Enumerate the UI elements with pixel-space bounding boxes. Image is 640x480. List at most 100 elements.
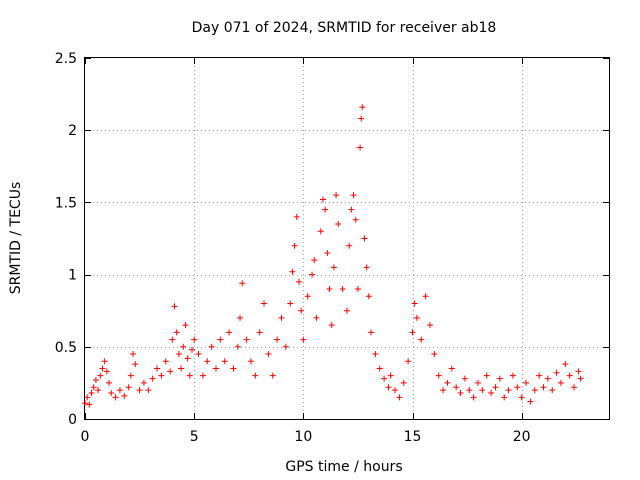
data-point: [99, 365, 106, 372]
data-point: [208, 343, 215, 350]
data-point: [461, 375, 468, 382]
data-point: [431, 351, 438, 358]
data-point: [199, 372, 206, 379]
data-point: [483, 372, 490, 379]
data-point: [411, 300, 418, 307]
x-tick-label: 15: [404, 429, 422, 445]
data-point: [352, 216, 359, 223]
data-point: [221, 358, 228, 365]
data-point: [358, 115, 365, 122]
data-point: [333, 192, 340, 199]
data-point: [531, 387, 538, 394]
data-point: [298, 307, 305, 314]
data-point: [324, 249, 331, 256]
data-point: [130, 351, 137, 358]
data-point: [234, 343, 241, 350]
data-point: [435, 372, 442, 379]
data-point: [346, 242, 353, 249]
data-point: [361, 235, 368, 242]
data-point: [108, 390, 115, 397]
data-point: [348, 206, 355, 213]
data-point: [237, 314, 244, 321]
data-point: [523, 379, 530, 386]
data-point: [169, 336, 176, 343]
data-point: [173, 329, 180, 336]
data-point: [171, 303, 178, 310]
data-point: [359, 104, 366, 111]
data-point: [536, 372, 543, 379]
data-point: [204, 358, 211, 365]
data-point: [167, 368, 174, 375]
data-point: [566, 372, 573, 379]
data-point: [230, 365, 237, 372]
data-point: [492, 384, 499, 391]
data-point: [132, 361, 139, 368]
points-layer: [82, 104, 584, 408]
data-point: [328, 322, 335, 329]
data-point: [440, 387, 447, 394]
y-tick-label: 0.5: [55, 340, 77, 356]
data-point: [518, 394, 525, 401]
data-point: [97, 372, 104, 379]
data-point: [92, 377, 99, 384]
data-point: [577, 375, 584, 382]
data-point: [514, 384, 521, 391]
data-point: [182, 322, 189, 329]
data-point: [354, 286, 361, 293]
data-point: [178, 365, 185, 372]
data-point: [553, 369, 560, 376]
plot-frame: [84, 57, 610, 420]
data-point: [387, 372, 394, 379]
data-point: [282, 343, 289, 350]
data-point: [191, 336, 198, 343]
data-point: [188, 346, 195, 353]
data-point: [184, 355, 191, 362]
y-tick-label: 2: [68, 123, 77, 139]
data-point: [175, 351, 182, 358]
data-point: [322, 206, 329, 213]
data-point: [311, 257, 318, 264]
y-tick-label: 1: [68, 268, 77, 284]
data-point: [269, 372, 276, 379]
data-point: [106, 379, 113, 386]
data-point: [344, 307, 350, 314]
data-point: [121, 392, 128, 399]
data-point: [475, 379, 481, 386]
chart-title: Day 071 of 2024, SRMTID for receiver ab1…: [192, 20, 497, 36]
data-point: [422, 293, 429, 300]
data-point: [505, 387, 512, 394]
ticks-layer: 0 5 10 15 20 0 0.5 1 1.5 2 2.5: [55, 51, 609, 445]
x-tick-label: 0: [81, 429, 90, 445]
data-point: [213, 365, 219, 372]
data-point: [319, 196, 326, 203]
data-point: [278, 314, 285, 321]
x-tick-label: 5: [190, 429, 199, 445]
data-point: [313, 314, 320, 321]
data-point: [217, 336, 224, 343]
data-point: [479, 387, 486, 394]
data-point: [145, 387, 152, 394]
data-point: [90, 384, 97, 391]
data-point: [261, 300, 268, 307]
data-point: [195, 351, 202, 358]
data-point: [252, 372, 259, 379]
data-point: [330, 264, 337, 271]
data-point: [540, 384, 547, 391]
data-point: [274, 336, 281, 343]
data-point: [149, 375, 156, 382]
data-point: [339, 286, 346, 293]
x-axis-label: GPS time / hours: [285, 459, 402, 475]
data-point: [496, 375, 503, 382]
data-point: [304, 293, 311, 300]
data-point: [256, 329, 263, 336]
y-tick-label: 0: [68, 412, 77, 428]
data-point: [368, 329, 375, 336]
data-point: [470, 394, 477, 401]
grid-layer: [85, 58, 609, 419]
data-point: [103, 368, 110, 375]
data-point: [527, 398, 534, 405]
data-point: [239, 280, 246, 287]
x-tick-label: 20: [513, 429, 531, 445]
data-point: [557, 379, 564, 386]
data-point: [400, 379, 407, 386]
